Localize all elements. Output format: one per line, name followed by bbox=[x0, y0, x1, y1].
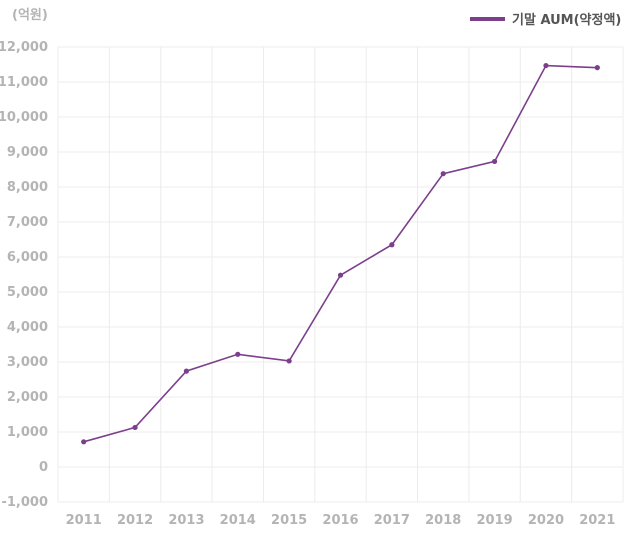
x-tick-label: 2019 bbox=[476, 513, 512, 528]
x-tick-label: 2016 bbox=[322, 513, 358, 528]
y-tick-label: -1,000 bbox=[1, 495, 48, 510]
x-tick-label: 2014 bbox=[220, 513, 256, 528]
data-point[interactable] bbox=[543, 62, 549, 69]
y-tick-label: 7,000 bbox=[7, 215, 48, 230]
y-unit-label: (억원) bbox=[12, 8, 48, 23]
data-point[interactable] bbox=[132, 424, 138, 431]
x-tick-label: 2015 bbox=[271, 513, 307, 528]
x-tick-label: 2011 bbox=[66, 513, 102, 528]
y-tick-label: 8,000 bbox=[7, 180, 48, 195]
x-tick-label: 2017 bbox=[374, 513, 410, 528]
legend-label: 기말 AUM(약정액) bbox=[512, 12, 621, 28]
y-tick-label: 10,000 bbox=[0, 110, 48, 125]
y-tick-label: 5,000 bbox=[7, 285, 48, 300]
data-point[interactable] bbox=[183, 368, 190, 374]
y-tick-label: 3,000 bbox=[7, 355, 48, 370]
x-tick-label: 2021 bbox=[579, 513, 615, 528]
data-point[interactable] bbox=[286, 358, 292, 364]
data-point[interactable] bbox=[491, 158, 498, 165]
y-tick-label: 9,000 bbox=[7, 145, 48, 160]
y-tick-label: 2,000 bbox=[7, 390, 48, 405]
data-point[interactable] bbox=[235, 351, 241, 357]
y-tick-label: 12,000 bbox=[0, 40, 48, 55]
legend: 기말 AUM(약정액) bbox=[470, 12, 621, 28]
y-tick-label: 1,000 bbox=[7, 425, 48, 440]
y-tick-label: 4,000 bbox=[7, 320, 48, 335]
x-tick-label: 2012 bbox=[117, 513, 153, 528]
y-tick-label: 0 bbox=[39, 460, 48, 475]
data-point[interactable] bbox=[389, 242, 395, 248]
y-tick-label: 11,000 bbox=[0, 75, 48, 90]
x-tick-label: 2018 bbox=[425, 513, 461, 528]
data-point[interactable] bbox=[337, 272, 344, 278]
x-tick-label: 2013 bbox=[168, 513, 204, 528]
data-point[interactable] bbox=[440, 171, 446, 177]
y-tick-label: 6,000 bbox=[7, 250, 48, 265]
data-point[interactable] bbox=[81, 439, 87, 445]
data-point[interactable] bbox=[594, 65, 600, 71]
x-tick-label: 2020 bbox=[528, 513, 564, 528]
